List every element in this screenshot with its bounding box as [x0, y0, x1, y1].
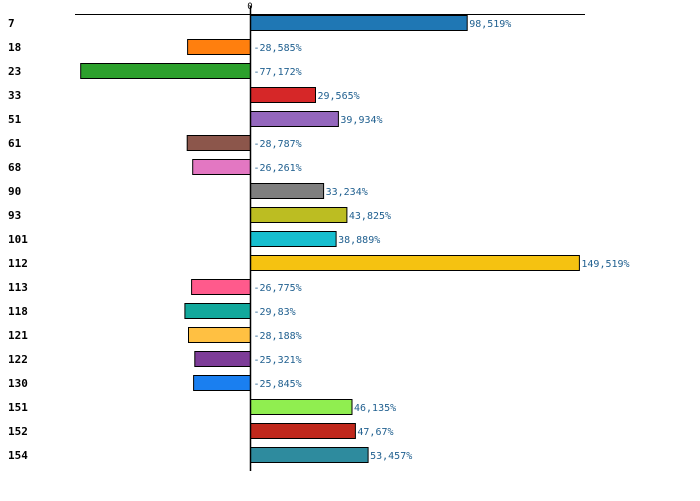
value-label: -29,83% — [254, 307, 296, 318]
value-label: 149,519% — [581, 259, 629, 270]
value-label: 98,519% — [469, 19, 511, 30]
bar — [192, 159, 251, 175]
value-label: 46,135% — [354, 403, 396, 414]
category-label: 18 — [8, 41, 21, 54]
category-label: 61 — [8, 137, 22, 150]
value-label: -26,261% — [254, 163, 302, 174]
bar — [250, 399, 353, 415]
category-label: 90 — [8, 185, 21, 198]
category-label: 130 — [8, 377, 28, 390]
category-label: 121 — [8, 329, 28, 342]
category-label: 93 — [8, 209, 21, 222]
category-label: 23 — [8, 65, 21, 78]
category-label: 113 — [8, 281, 28, 294]
value-label: -26,775% — [254, 283, 302, 294]
category-label: 7 — [8, 17, 15, 30]
bar — [250, 447, 369, 463]
value-label: -28,188% — [254, 331, 302, 342]
value-label: -77,172% — [254, 67, 302, 78]
category-label: 112 — [8, 257, 28, 270]
value-label: 47,67% — [357, 427, 393, 438]
value-label: -28,585% — [254, 43, 302, 54]
category-label: 154 — [8, 449, 28, 462]
bar — [250, 111, 339, 127]
value-label: 39,934% — [340, 115, 382, 126]
bar — [250, 183, 325, 199]
value-label: 33,234% — [326, 187, 368, 198]
bar — [187, 39, 252, 55]
value-label: 43,825% — [349, 211, 391, 222]
value-label: 29,565% — [318, 91, 360, 102]
bar — [250, 15, 468, 31]
bar — [250, 207, 348, 223]
category-label: 101 — [8, 233, 28, 246]
bar — [250, 423, 356, 439]
category-label: 152 — [8, 425, 28, 438]
bar — [191, 279, 252, 295]
bar — [250, 87, 316, 103]
value-label: 53,457% — [370, 451, 412, 462]
bar — [184, 303, 251, 319]
bar — [193, 375, 252, 391]
category-label: 122 — [8, 353, 28, 366]
category-label: 33 — [8, 89, 21, 102]
bar — [80, 63, 251, 79]
value-label: -28,787% — [254, 139, 302, 150]
value-label: -25,321% — [254, 355, 302, 366]
bar — [250, 231, 337, 247]
category-label: 151 — [8, 401, 28, 414]
bar — [186, 135, 251, 151]
bar — [194, 351, 252, 367]
category-label: 68 — [8, 161, 21, 174]
category-label: 118 — [8, 305, 28, 318]
value-label: -25,845% — [254, 379, 302, 390]
bar — [188, 327, 251, 343]
bars-group: 7 98,519% 18 -28,585% 23 -77,172% 33 29,565% 51 3… — [8, 15, 630, 463]
category-label: 51 — [8, 113, 22, 126]
value-label: 38,889% — [338, 235, 380, 246]
bar — [250, 255, 580, 271]
